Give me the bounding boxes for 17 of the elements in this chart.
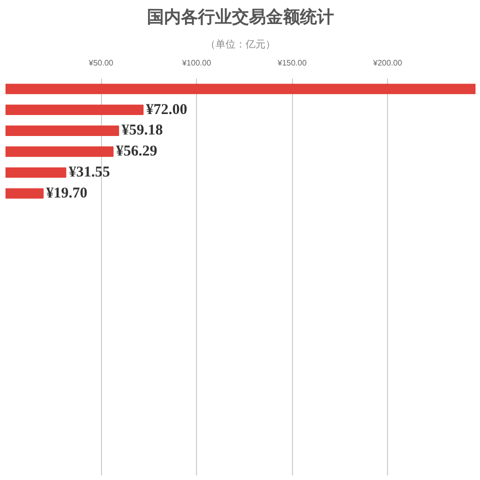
bar [6,104,144,116]
data-label: ¥56.29 [116,144,158,160]
bar [6,84,476,94]
bar [6,188,44,199]
data-label: ¥72.00 [146,102,188,118]
chart-subtitle: （单位：亿元） [206,38,276,50]
data-label: ¥59.18 [122,122,163,139]
bar [6,126,120,136]
bar [6,146,114,157]
x-tick-label: ¥100.00 [181,58,212,68]
x-tick-label: ¥200.00 [372,58,403,68]
bar [6,167,66,178]
chart-title: 国内各行业交易金额统计 [147,8,334,28]
x-tick-label: ¥50.00 [88,58,114,68]
x-tick-label: ¥150.00 [276,58,308,68]
data-label: ¥19.70 [46,185,88,202]
data-label: ¥31.55 [68,164,110,181]
